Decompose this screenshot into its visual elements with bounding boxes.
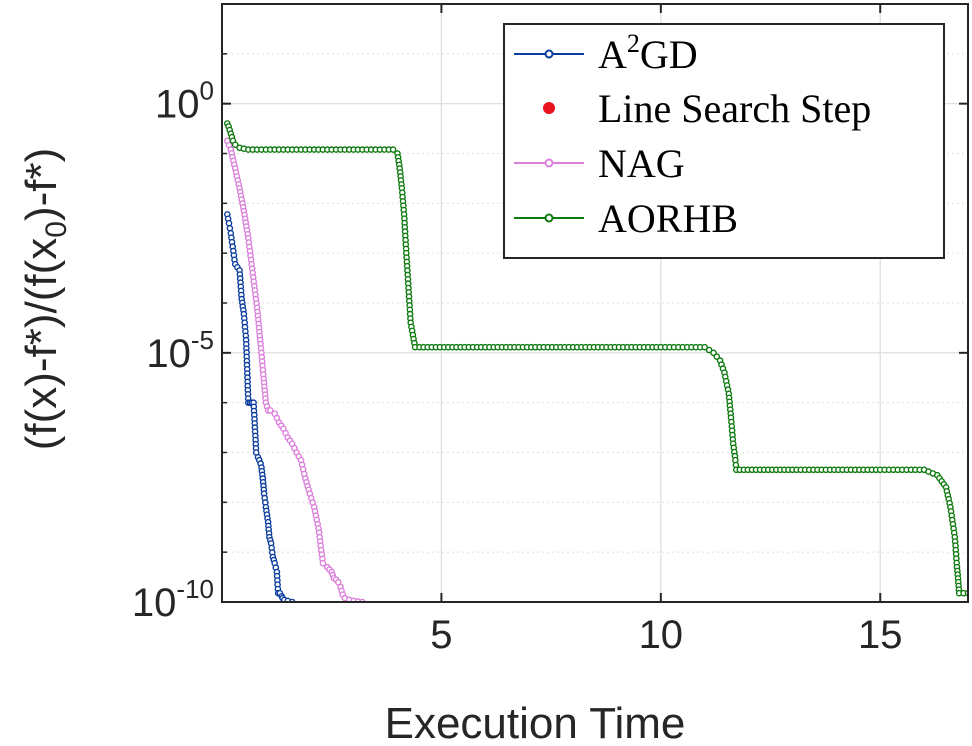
- legend-label-a2gd: A2GD: [598, 29, 698, 77]
- y-axis-label-subscript: 0: [40, 221, 73, 238]
- y-tick-label-base: 10: [146, 332, 191, 376]
- legend-label-a2gd-sup: 2: [627, 29, 640, 58]
- legend-label-nag: NAG: [598, 141, 685, 186]
- legend-label-line-search: Line Search Step: [598, 86, 871, 131]
- y-tick-label: 100: [155, 76, 214, 127]
- x-ticks: 5 10 15: [430, 4, 902, 657]
- series-a: [223, 211, 296, 602]
- data-point: [705, 346, 713, 354]
- y-tick-label-exp: 0: [200, 76, 214, 106]
- series-nag: [223, 137, 366, 602]
- legend-marker-line-search: [543, 102, 555, 114]
- y-tick-label: 10-10: [132, 574, 214, 625]
- legend-marker-aorhb: [544, 213, 554, 223]
- data-point: [231, 141, 239, 148]
- legend: A2GD Line Search Step NAG AORHB: [503, 23, 945, 259]
- legend-label-a2gd-rest: GD: [640, 32, 698, 77]
- data-point: [266, 407, 274, 414]
- legend-label-aorhb: AORHB: [598, 196, 738, 241]
- data-point: [226, 224, 234, 232]
- legend-entry-a2gd: A2GD: [514, 29, 698, 77]
- y-tick-label-exp: -10: [176, 574, 214, 604]
- data-point: [225, 219, 233, 227]
- x-axis-label: Execution Time: [385, 699, 686, 746]
- data-point: [319, 559, 327, 567]
- legend-entry-aorhb: AORHB: [514, 196, 738, 241]
- series-aorhb: [223, 120, 968, 597]
- y-axis-label: (f(x)-f*)/(f(x0)-f*): [17, 148, 73, 451]
- y-tick-label-base: 10: [132, 581, 177, 625]
- y-tick-label: 10-5: [146, 325, 214, 376]
- y-axis-label-part2: )-f*): [17, 148, 66, 221]
- series-line-a: [226, 214, 293, 602]
- data-point: [701, 343, 709, 351]
- legend-entry-nag: NAG: [514, 141, 685, 186]
- legend-entry-line-search: Line Search Step: [543, 86, 871, 131]
- legend-marker-nag: [544, 158, 554, 168]
- legend-marker-a2gd: [544, 49, 554, 59]
- x-tick-label: 15: [858, 613, 903, 657]
- data-point: [389, 146, 397, 153]
- y-axis-label-part1: (f(x)-f*)/(f(x: [17, 238, 66, 451]
- y-tick-label-exp: -5: [191, 325, 214, 355]
- y-tick-label-base: 10: [155, 83, 200, 127]
- x-tick-label: 10: [639, 613, 684, 657]
- series-layer: [223, 120, 968, 602]
- legend-label-a2gd-base: A: [598, 32, 627, 77]
- x-tick-label: 5: [430, 613, 452, 657]
